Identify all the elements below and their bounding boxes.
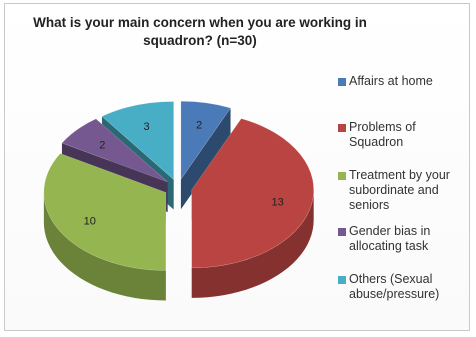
legend-label-line: abuse/pressure) — [349, 287, 440, 301]
legend-label: Problems of Squadron — [349, 120, 416, 150]
pie-data-label-others-sexual-abuse-pressure: 3 — [143, 121, 149, 133]
legend-label-line: subordinate and — [349, 183, 439, 197]
legend-swatch — [338, 172, 346, 180]
legend-label-line: Treatment by your — [349, 168, 450, 182]
pie-data-labels: 2 13 10 2 3 — [84, 119, 284, 227]
legend-item: Treatment by your subordinate and seniors — [338, 168, 474, 213]
legend-label: Treatment by your subordinate and seniors — [349, 168, 450, 213]
pie-slice-treatment-by-your-subordinate-and-seniors — [43, 153, 167, 271]
legend-swatch — [338, 78, 346, 86]
pie-slice-gender-bias-in-allocating-task — [61, 118, 168, 183]
legend-label-line: Others (Sexual — [349, 272, 433, 286]
chart-title-text: What is your main concern when you are w… — [33, 15, 367, 48]
legend-item: Others (Sexual abuse/pressure) — [338, 272, 474, 302]
legend-item: Problems of Squadron — [338, 120, 474, 150]
pie-cut-face-affairs-at-home-1 — [180, 107, 231, 210]
legend-label-line: allocating task — [349, 239, 429, 253]
pie-slice-others-sexual-abuse-pressure — [101, 101, 174, 181]
legend-item: Gender bias in allocating task — [338, 224, 474, 254]
legend-label: Others (Sexual abuse/pressure) — [349, 272, 439, 302]
legend-label-line: Gender bias in — [349, 224, 431, 238]
pie-tops — [43, 100, 314, 271]
pie-side-treatment-by-your-subordinate-and-seniors — [43, 192, 166, 301]
legend-label: Affairs at home — [349, 74, 433, 89]
legend-swatch — [338, 124, 346, 132]
pie-slice-problems-of-squadron — [191, 118, 314, 269]
pie-data-label-affairs-at-home: 2 — [196, 119, 202, 131]
legend-label-line: Affairs at home — [349, 74, 433, 88]
legend-swatch — [338, 228, 346, 236]
legend-label: Gender bias in allocating task — [349, 224, 430, 254]
pie-side-problems-of-squadron — [191, 189, 314, 298]
legend-item: Affairs at home — [338, 74, 474, 89]
pie-data-label-treatment-by-your-subordinate-and-seniors: 10 — [84, 216, 96, 228]
legend-swatch — [338, 276, 346, 284]
pie-slice-affairs-at-home — [180, 100, 232, 181]
chart-title: What is your main concern when you are w… — [20, 14, 380, 50]
pie-data-label-gender-bias-in-allocating-task: 2 — [99, 139, 105, 151]
legend-label-line: Squadron — [349, 135, 404, 149]
legend-label-line: Problems of — [349, 120, 416, 134]
legend-label-line: seniors — [349, 198, 390, 212]
pie-data-label-problems-of-squadron: 13 — [271, 197, 283, 209]
